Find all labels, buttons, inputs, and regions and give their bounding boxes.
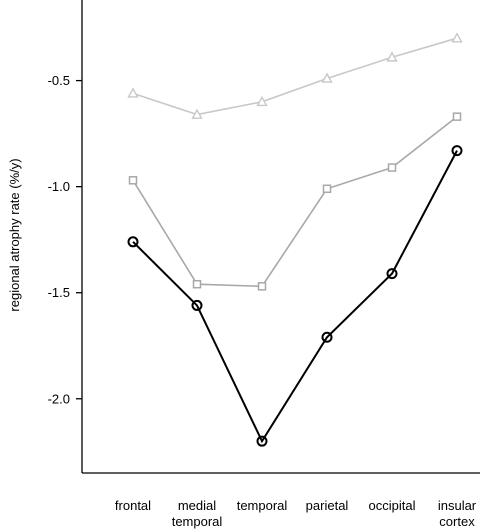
y-tick-label: -2.0: [48, 391, 70, 406]
series-triangle: [127, 32, 463, 119]
series-line: [132, 37, 458, 116]
x-tick-label: parietal: [306, 498, 349, 513]
x-tick-label: medial temporal: [172, 498, 223, 529]
square-marker: [128, 176, 138, 185]
y-ticks: -0.5 -1.0 -1.5 -2.0: [48, 73, 82, 406]
square-marker: [257, 282, 267, 291]
series-circle: [127, 145, 463, 447]
triangle-marker: [321, 72, 333, 83]
triangle-marker: [451, 32, 463, 43]
circle-marker: [256, 435, 268, 447]
y-tick-label: -1.0: [48, 179, 70, 194]
circle-marker: [386, 268, 398, 280]
x-tick-label: frontal: [115, 498, 151, 513]
circle-marker: [127, 236, 139, 248]
square-marker: [322, 184, 332, 194]
triangle-marker: [256, 95, 268, 107]
y-tick-label: -1.5: [48, 285, 70, 300]
x-tick-label: occipital: [369, 498, 416, 513]
circle-marker: [451, 145, 463, 157]
square-marker: [192, 279, 202, 289]
x-tick-label: temporal: [237, 498, 288, 513]
x-tick-label: insular cortex: [438, 498, 477, 529]
triangle-marker: [127, 87, 139, 98]
circle-marker: [191, 299, 203, 311]
circle-marker: [321, 331, 333, 343]
square-marker: [452, 112, 462, 121]
y-tick-label: -0.5: [48, 73, 70, 88]
x-ticks: frontal medial temporal temporal parietal occ…: [115, 498, 477, 529]
series-line: [132, 116, 458, 288]
series-layer: [127, 32, 463, 447]
y-axis-label: regional atrophy rate (%/y): [7, 158, 22, 311]
square-marker: [387, 163, 397, 172]
triangle-marker: [386, 51, 398, 62]
series-line: [132, 150, 458, 444]
series-square: [128, 112, 462, 291]
triangle-marker: [191, 108, 203, 119]
chart-axes: [81, 0, 480, 474]
